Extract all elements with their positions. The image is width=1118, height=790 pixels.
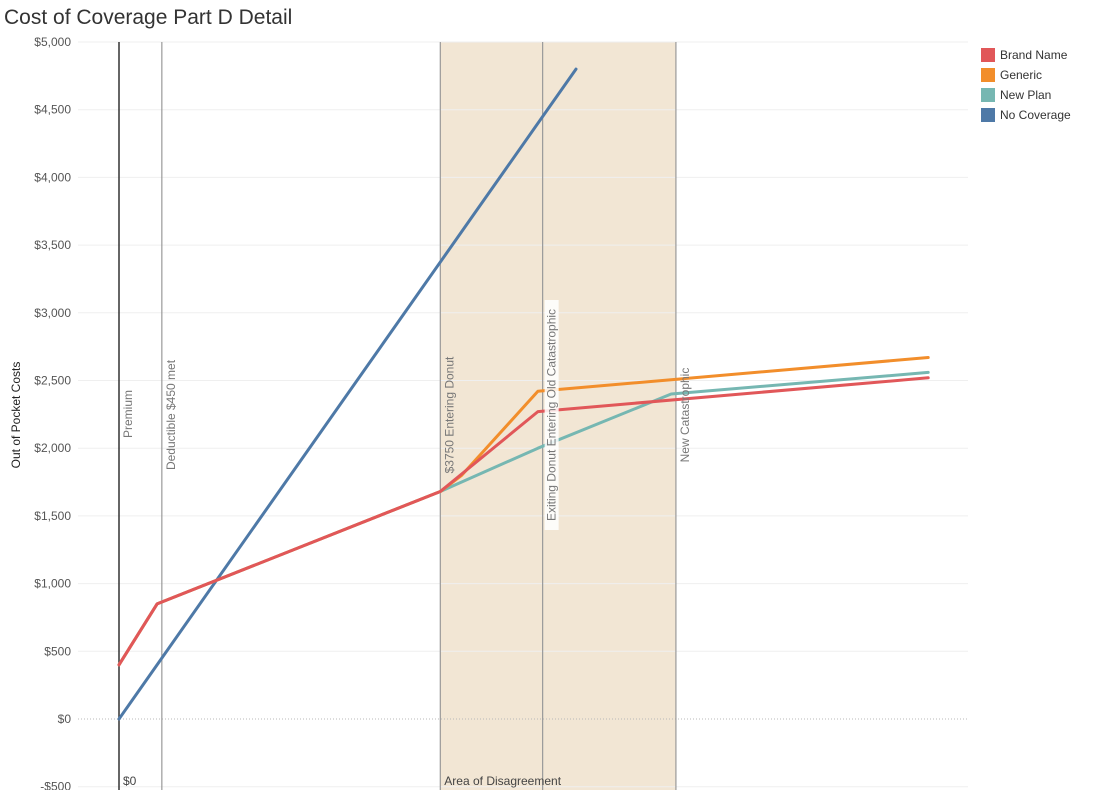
legend-label: No Coverage [1000,108,1071,122]
y-tick-label: $2,500 [34,374,71,388]
reference-line-label: Deductible $450 met [164,359,178,470]
y-tick-label: -$500 [40,780,71,790]
legend-label: Brand Name [1000,48,1068,62]
legend-swatch [981,88,995,102]
reference-line-label: Premium [121,390,135,438]
legend-label: New Plan [1000,88,1052,102]
y-tick-label: $0 [58,712,72,726]
y-tick-label: $4,500 [34,103,71,117]
y-tick-label: $3,500 [34,238,71,252]
legend-swatch [981,108,995,122]
legend-item[interactable]: New Plan [981,85,1071,105]
label-bg [544,300,559,530]
band-label: Area of Disagreement [444,774,561,788]
reference-line-label: $3750 Entering Donut [442,356,456,473]
reference-line-label: Exiting Donut Entering Old Catastrophic [545,309,559,521]
series-line-no-coverage [117,67,578,721]
y-tick-label: $3,000 [34,306,71,320]
legend-item[interactable]: No Coverage [981,105,1071,125]
legend-label: Generic [1000,68,1043,82]
x-start-label: $0 [123,774,137,788]
legend: Brand Name Generic New Plan No Coverage [981,45,1071,125]
legend-item[interactable]: Brand Name [981,45,1071,65]
legend-swatch [981,48,995,62]
y-tick-label: $1,500 [34,509,71,523]
y-tick-label: $2,000 [34,441,71,455]
legend-swatch [981,68,995,82]
y-tick-label: $500 [44,644,71,658]
y-tick-label: $4,000 [34,170,71,184]
legend-item[interactable]: Generic [981,65,1071,85]
y-tick-label: $1,000 [34,577,71,591]
chart-title: Cost of Coverage Part D Detail [4,6,293,29]
series-line-brand-name [117,376,930,667]
reference-line-label: New Catastrophic [678,368,692,463]
y-tick-label: $5,000 [34,35,71,49]
